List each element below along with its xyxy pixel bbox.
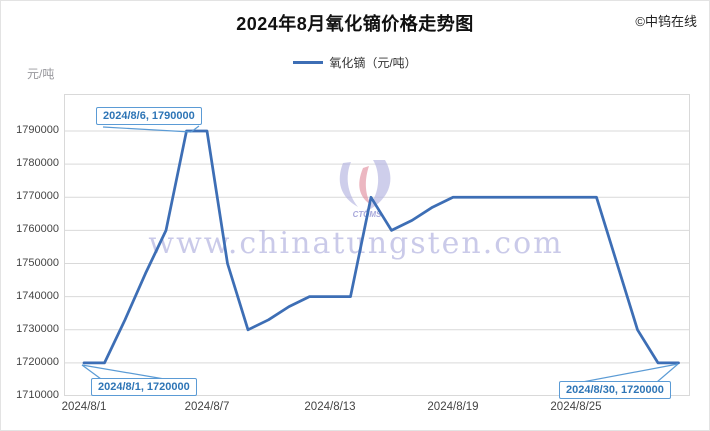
plot-area — [64, 94, 690, 396]
page-title: 2024年8月氧化镝价格走势图 — [236, 14, 474, 34]
y-tick-label: 1790000 — [16, 124, 59, 136]
annotation-start: 2024/8/1, 1720000 — [91, 378, 197, 396]
x-tick-label: 2024/8/1 — [61, 401, 107, 413]
y-tick-label: 1760000 — [16, 223, 59, 236]
annotation-end: 2024/8/30, 1720000 — [559, 381, 671, 399]
copyright-label: ©中钨在线 — [635, 14, 697, 29]
legend-label: 氧化镝（元/吨） — [329, 55, 417, 70]
y-tick-label: 1740000 — [16, 289, 59, 302]
y-tick-label: 1720000 — [16, 355, 59, 368]
y-tick-label: 1750000 — [16, 256, 59, 269]
y-axis-unit-label: 元/吨 — [27, 67, 55, 81]
x-tick-label: 2024/8/7 — [184, 401, 230, 413]
y-tick-label: 1770000 — [16, 190, 59, 203]
y-tick-label: 1730000 — [16, 322, 59, 335]
x-tick-label: 2024/8/25 — [550, 401, 602, 413]
y-tick-label: 1710000 — [16, 389, 59, 401]
x-tick-label: 2024/8/13 — [304, 401, 356, 413]
x-tick-label: 2024/8/19 — [427, 401, 479, 413]
annotation-peak: 2024/8/6, 1790000 — [96, 107, 202, 125]
legend: 氧化镝（元/吨） — [1, 54, 709, 70]
y-tick-label: 1780000 — [16, 157, 59, 170]
legend-line-swatch — [293, 60, 324, 64]
